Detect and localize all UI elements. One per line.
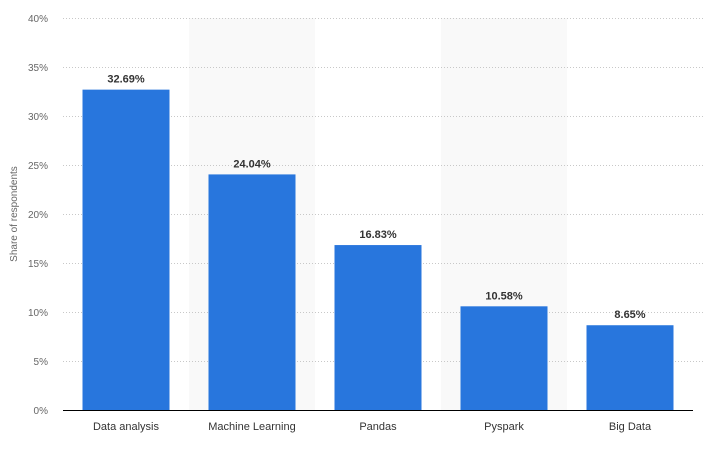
x-tick-label: Machine Learning [208, 421, 295, 433]
bar[interactable] [460, 306, 548, 410]
y-tick-label: 0% [34, 406, 49, 417]
bar[interactable] [586, 325, 674, 410]
x-tick-label: Pandas [359, 421, 397, 433]
data-label: 24.04% [233, 158, 271, 170]
bar[interactable] [334, 245, 422, 410]
y-axis-label: Share of respondents [9, 166, 20, 262]
y-tick-label: 40% [28, 14, 48, 25]
bar[interactable] [208, 174, 296, 410]
data-label: 16.83% [359, 229, 397, 241]
x-tick-label: Pyspark [484, 421, 524, 433]
y-tick-label: 35% [28, 63, 48, 74]
data-label: 10.58% [485, 290, 523, 302]
data-label: 32.69% [107, 74, 145, 86]
x-tick-label: Data analysis [93, 421, 160, 433]
y-tick-label: 15% [28, 259, 48, 270]
y-tick-label: 20% [28, 210, 48, 221]
y-tick-label: 5% [34, 357, 49, 368]
bar[interactable] [82, 89, 170, 410]
y-tick-label: 30% [28, 112, 48, 123]
y-tick-label: 25% [28, 161, 48, 172]
data-label: 8.65% [614, 309, 645, 321]
y-tick-label: 10% [28, 308, 48, 319]
x-tick-label: Big Data [609, 421, 652, 433]
